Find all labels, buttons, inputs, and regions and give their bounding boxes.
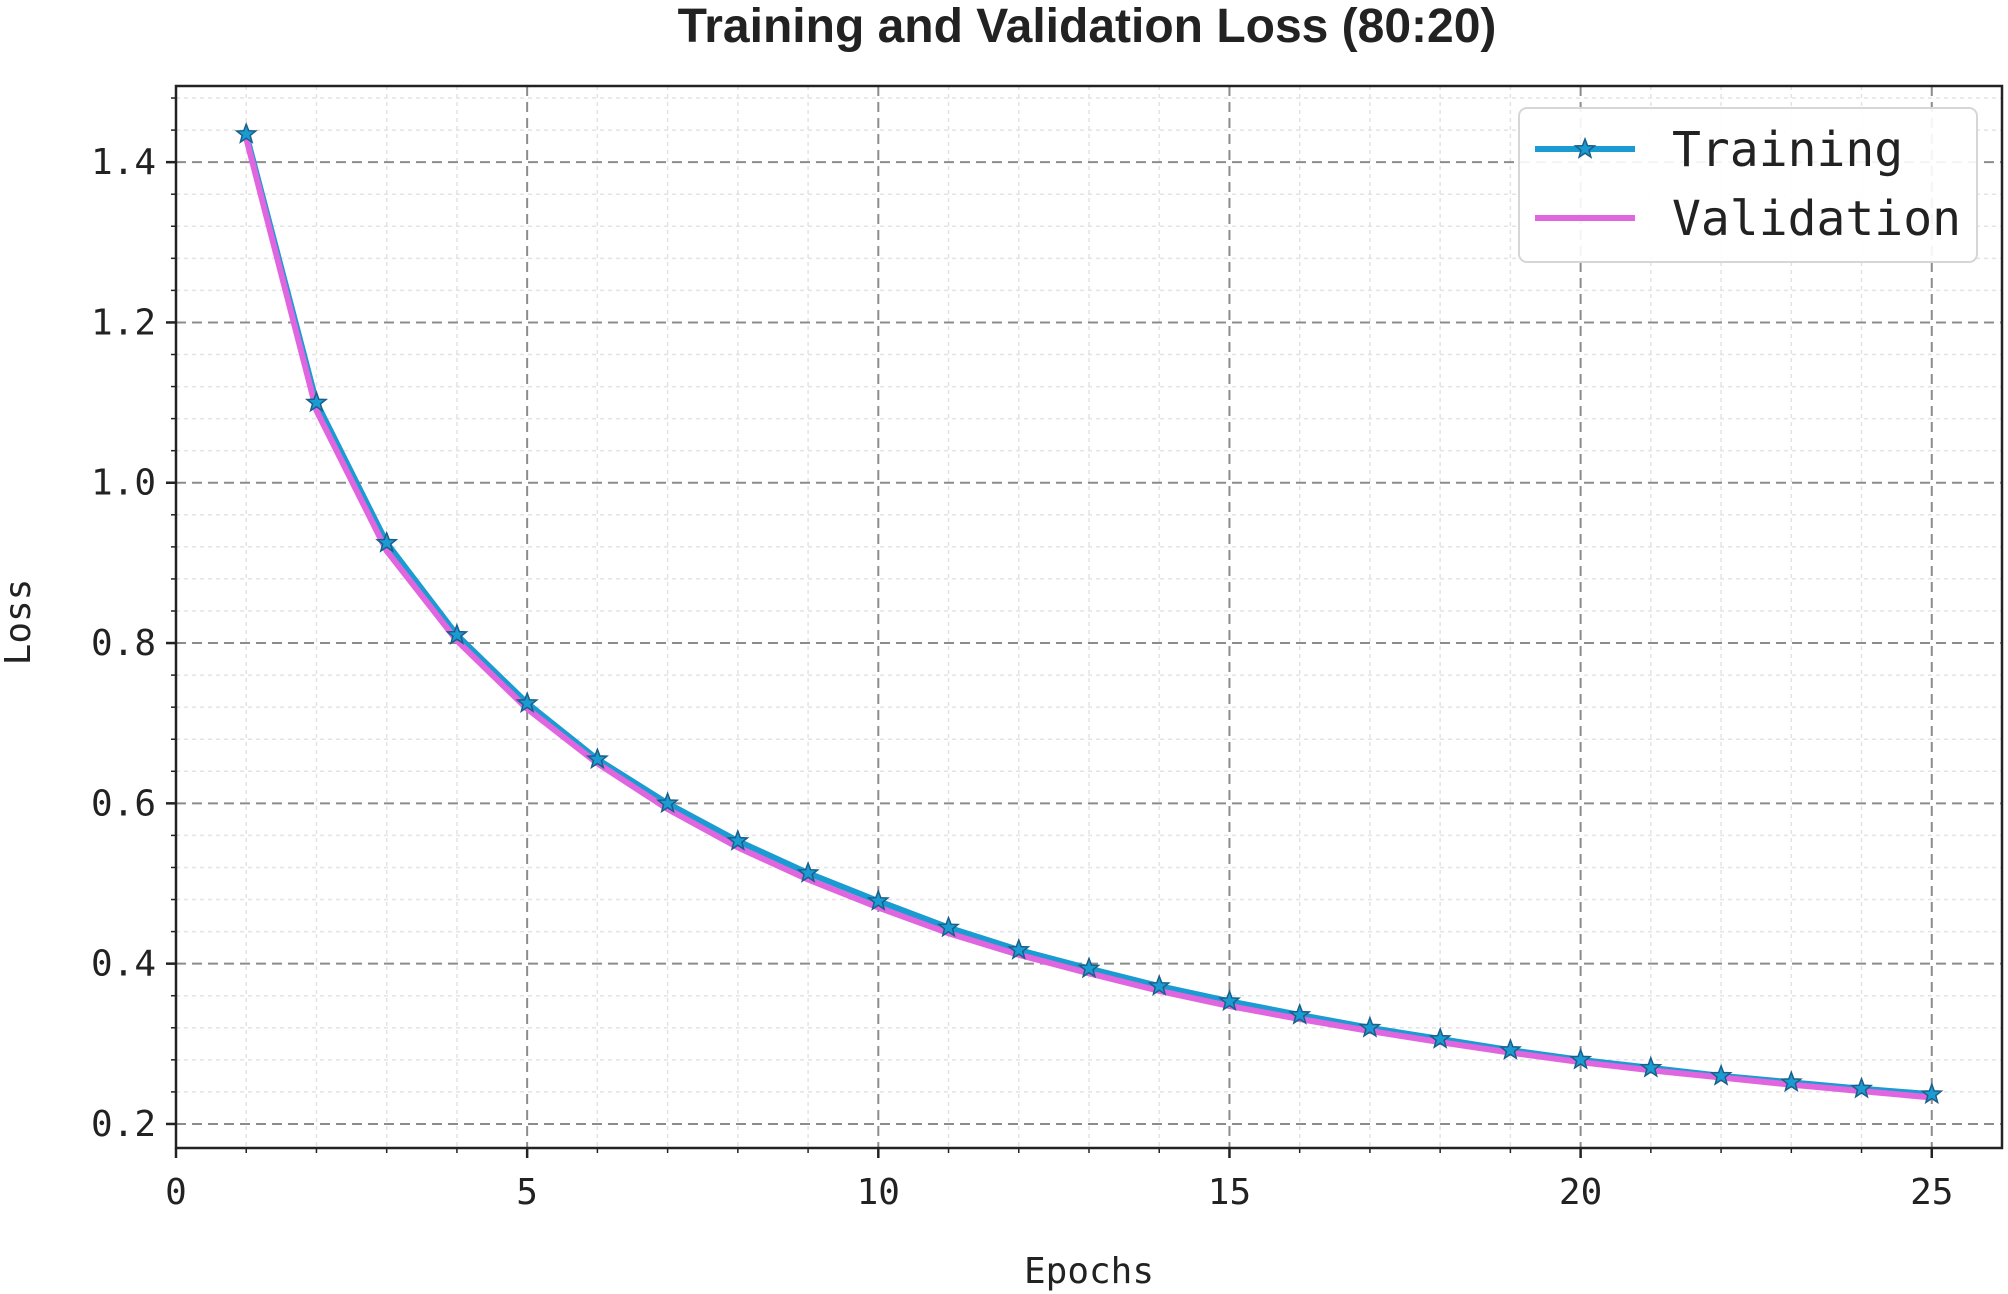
- training-point: [1147, 973, 1171, 996]
- training-point: [726, 828, 750, 851]
- training-point: [1849, 1076, 1874, 1099]
- training-point: [1498, 1038, 1522, 1061]
- training-point: [1007, 937, 1031, 960]
- training-point: [866, 888, 890, 911]
- training-point: [1288, 1002, 1312, 1025]
- x-tick-label: 5: [516, 1172, 538, 1213]
- y-tick-label: 0.6: [91, 783, 156, 824]
- x-tick-label: 0: [165, 1172, 187, 1213]
- axes: 0 5 10 15 20 25 0.2 0.4 0.6 0.8 1.0 1.2 1.4: [91, 97, 1953, 1213]
- legend-validation-label: Validation: [1672, 191, 1961, 247]
- y-tick-label: 0.4: [91, 944, 156, 985]
- plot-series: [234, 121, 1944, 1105]
- training-point: [936, 915, 961, 938]
- training-point: [1779, 1070, 1803, 1093]
- legend-training-star-icon: [1573, 136, 1597, 159]
- training-point: [796, 860, 820, 883]
- training-point: [375, 530, 399, 553]
- training-point: [1920, 1082, 1944, 1105]
- training-point: [1569, 1047, 1593, 1070]
- training-point: [304, 390, 329, 413]
- chart-title: Training and Validation Loss (80:20): [678, 0, 1497, 53]
- training-point: [234, 121, 258, 144]
- y-tick-label: 0.2: [91, 1104, 156, 1145]
- training-point: [1709, 1063, 1733, 1086]
- x-tick-label: 20: [1559, 1172, 1602, 1213]
- y-tick-label: 1.2: [91, 302, 156, 343]
- y-tick-label: 1.0: [91, 463, 156, 504]
- training-point: [1639, 1055, 1663, 1078]
- legend-training-label: Training: [1672, 122, 1903, 178]
- x-axis-label: Epochs: [1024, 1251, 1154, 1292]
- training-point: [1358, 1015, 1382, 1038]
- training-point: [585, 747, 609, 770]
- grid: [176, 86, 2002, 1148]
- x-tick-label: 25: [1910, 1172, 1953, 1213]
- training-point: [656, 791, 680, 814]
- training-point: [1077, 956, 1101, 979]
- training-point: [515, 691, 539, 714]
- x-tick-label: 10: [857, 1172, 900, 1213]
- y-tick-label: 1.4: [91, 142, 156, 183]
- y-axis-label: Loss: [0, 579, 39, 666]
- training-point: [1428, 1026, 1452, 1049]
- training-point: [445, 622, 469, 645]
- legend: Training Validation: [1518, 107, 1978, 263]
- training-point: [1217, 989, 1242, 1012]
- y-tick-label: 0.8: [91, 623, 156, 664]
- x-tick-label: 15: [1208, 1172, 1251, 1213]
